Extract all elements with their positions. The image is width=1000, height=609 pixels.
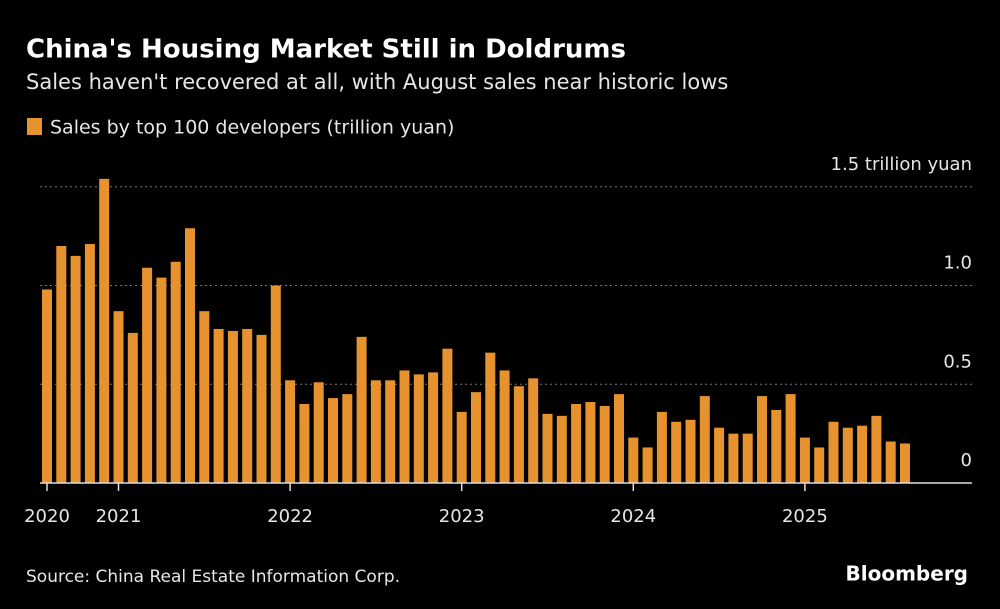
- bar: [571, 404, 582, 483]
- y-tick-label: 0: [961, 450, 972, 471]
- source: Source: China Real Estate Information Co…: [26, 567, 400, 587]
- x-tick-label: 2023: [439, 506, 485, 527]
- y-tick-label: 0.5: [943, 351, 972, 372]
- chart-title: China's Housing Market Still in Doldrums: [26, 35, 626, 65]
- bar: [628, 437, 639, 483]
- bar: [728, 433, 739, 483]
- bar: [99, 178, 110, 483]
- bar: [871, 415, 882, 483]
- bar: [270, 285, 281, 483]
- bar: [342, 394, 353, 483]
- bar: [742, 433, 753, 483]
- bar: [56, 246, 67, 483]
- bar: [356, 336, 367, 483]
- bar: [199, 311, 210, 483]
- bar: [42, 289, 52, 483]
- bar: [642, 447, 653, 483]
- bar: [399, 370, 410, 483]
- bar: [156, 277, 167, 483]
- legend-swatch: [27, 118, 42, 135]
- bar: [299, 404, 310, 483]
- x-tick-label: 2025: [782, 506, 828, 527]
- bar: [799, 437, 810, 483]
- bar: [213, 328, 224, 483]
- bar: [313, 382, 324, 483]
- bar: [428, 372, 439, 483]
- bar: [242, 328, 253, 483]
- bar: [385, 380, 396, 483]
- bar: [170, 261, 181, 483]
- bar: [714, 427, 725, 483]
- y-tick-label: 1.0: [943, 253, 972, 274]
- bar: [900, 443, 910, 483]
- bar: [542, 413, 553, 483]
- bar: [127, 332, 138, 483]
- bar: [285, 380, 296, 483]
- bar: [471, 392, 481, 483]
- bar: [771, 409, 782, 483]
- bar: [513, 386, 524, 483]
- bar: [142, 267, 153, 483]
- bar: [757, 396, 767, 483]
- legend-label: Sales by top 100 developers (trillion yu…: [50, 117, 454, 139]
- x-tick-label: 2022: [267, 506, 313, 527]
- bar: [456, 411, 467, 483]
- bar: [113, 311, 124, 483]
- bar: [656, 411, 667, 483]
- x-tick-label: 2024: [610, 506, 656, 527]
- bar: [227, 330, 238, 483]
- x-tick-label: 2021: [96, 506, 142, 527]
- bar: [857, 425, 868, 483]
- bar: [885, 441, 896, 483]
- bar: [185, 228, 195, 483]
- y-tick-label: 1.5 trillion yuan: [831, 154, 972, 175]
- bar: [328, 398, 338, 483]
- bar: [599, 405, 610, 483]
- bar: [485, 352, 496, 483]
- bar: [842, 427, 853, 483]
- bar: [828, 421, 839, 483]
- brand: Bloomberg: [846, 562, 968, 586]
- bar: [499, 370, 510, 483]
- bar: [370, 380, 381, 483]
- bar: [585, 402, 596, 483]
- bar: [614, 394, 624, 483]
- bar: [685, 419, 696, 483]
- bar: [442, 348, 453, 483]
- bar: [556, 415, 567, 483]
- bar: [785, 394, 796, 483]
- bar: [671, 421, 682, 483]
- chart-subtitle: Sales haven't recovered at all, with Aug…: [26, 70, 728, 94]
- bar: [70, 255, 81, 483]
- bar: [699, 396, 710, 483]
- bar: [84, 244, 95, 483]
- bar: [413, 374, 424, 483]
- x-tick-label: 2020: [24, 506, 70, 527]
- bar: [814, 447, 825, 483]
- bar: [256, 334, 267, 483]
- bar: [528, 378, 539, 483]
